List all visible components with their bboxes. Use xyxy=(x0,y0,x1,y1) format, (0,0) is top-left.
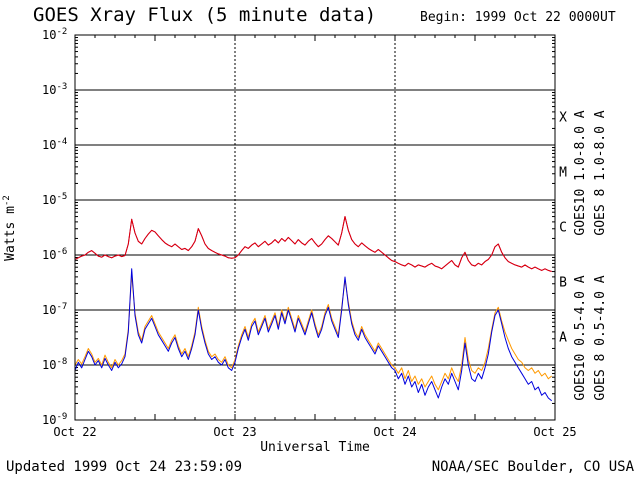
legend-goes8-short: GOES 8 0.5-4.0 A xyxy=(593,275,608,400)
flux-class-letter-M: M xyxy=(559,166,567,181)
flux-class-letter-X: X xyxy=(559,111,567,126)
x-tick-label: Oct 24 xyxy=(373,425,416,439)
flux-class-letter-A: A xyxy=(559,331,567,346)
y-tick-label: 10-4 xyxy=(42,137,67,152)
legend-goes8-long: GOES 8 1.0-8.0 A xyxy=(593,110,608,235)
flux-class-letter-C: C xyxy=(559,221,567,236)
plot-border xyxy=(74,34,556,421)
y-tick-label: 10-7 xyxy=(42,302,67,317)
legend-goes10-short: GOES10 0.5-4.0 A xyxy=(573,275,588,400)
series-goes8-long xyxy=(74,216,552,272)
y-tick-label: 10-9 xyxy=(42,412,67,427)
x-tick-label: Oct 25 xyxy=(533,425,576,439)
begin-label: Begin: 1999 Oct 22 0000UT xyxy=(420,10,616,25)
y-tick-label: 10-6 xyxy=(42,247,67,262)
flux-class-letter-B: B xyxy=(559,276,567,291)
series-goes8-short xyxy=(74,268,553,402)
x-axis-label: Universal Time xyxy=(260,440,370,455)
x-tick-label: Oct 22 xyxy=(53,425,96,439)
updated-timestamp: Updated 1999 Oct 24 23:59:09 xyxy=(6,459,243,475)
y-tick-label: 10-2 xyxy=(42,27,67,42)
y-tick-label: 10-8 xyxy=(42,357,67,372)
y-tick-label: 10-5 xyxy=(42,192,67,207)
legend-goes10-long: GOES10 1.0-8.0 A xyxy=(573,110,588,235)
x-tick-label: Oct 23 xyxy=(213,425,256,439)
series-goes10-long xyxy=(74,216,552,272)
chart-title: GOES Xray Flux (5 minute data) xyxy=(33,4,377,26)
agency-credit: NOAA/SEC Boulder, CO USA xyxy=(431,459,634,475)
y-tick-label: 10-3 xyxy=(42,82,67,97)
y-axis-label: Watts m-2 xyxy=(2,195,18,261)
series-goes10-short xyxy=(74,273,553,391)
